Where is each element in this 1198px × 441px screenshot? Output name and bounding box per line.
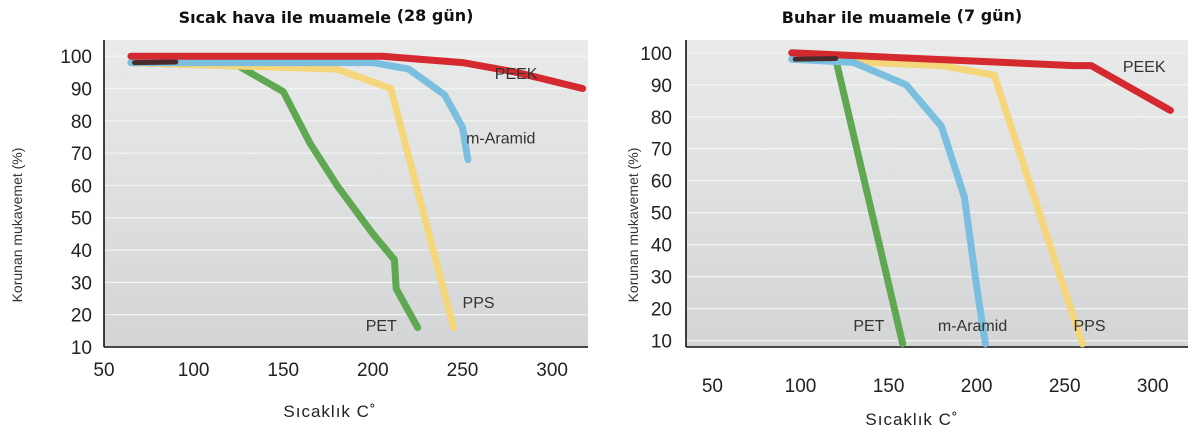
hot-air-x-tick-50: 50 [93,360,114,381]
steam-series-label-pet: PET [853,318,884,335]
steam-x-tick-200: 200 [961,376,993,397]
hot-air-series-label-m-aramid: m-Aramid [466,130,535,147]
chart-steam: 10 20 30 40 50 60 70 80 90 100 50 100 150 200 250 300 PE… [600,0,1198,441]
steam-y-tick-20: 20 [651,300,672,321]
hot-air-y-axis-label: Korunan mukavemet (%) [9,148,25,303]
steam-y-tick-70: 70 [651,140,672,161]
hot-air-series-pet [127,59,422,332]
steam-chart-title-suffix: (7 gün) [957,6,1023,25]
hot-air-y-tick-80: 80 [71,112,92,133]
hot-air-x-tick-250: 250 [447,360,479,381]
steam-y-tick-100: 100 [640,44,672,65]
hot-air-series-m-aramid [127,59,472,164]
hot-air-series-peek [127,52,587,92]
hot-air-series-label-peek: PEEK [495,66,538,83]
steam-y-tick-30: 30 [651,268,672,289]
hot-air-x-tick-300: 300 [536,360,568,381]
hot-air-y-tick-100: 100 [60,47,92,68]
steam-x-tick-300: 300 [1137,376,1169,397]
steam-series-label-peek: PEEK [1123,59,1166,76]
hot-air-chart-title-suffix: (28 gün) [397,6,474,25]
steam-y-tick-10: 10 [651,332,672,353]
hot-air-y-tick-30: 30 [71,273,92,294]
steam-x-tick-50: 50 [702,376,723,397]
hot-air-chart-title: Sıcak hava ile muamele (28 gün) [179,6,474,27]
steam-series-label-pps: PPS [1074,318,1106,335]
hot-air-y-tick-40: 40 [71,241,92,262]
steam-x-tick-150: 150 [873,376,905,397]
hot-air-y-tick-50: 50 [71,209,92,230]
steam-y-tick-40: 40 [651,236,672,257]
steam-x-axis-label: Sıcaklık C˚ [865,410,958,429]
steam-y-tick-60: 60 [651,172,672,193]
steam-y-tick-50: 50 [651,204,672,225]
steam-x-tick-250: 250 [1049,376,1081,397]
chart-hot-air-svg: 10 20 30 40 50 60 70 80 90 100 50 100 150 200 250 300 PE… [9,6,588,421]
hot-air-y-tick-10: 10 [71,338,92,359]
steam-series-label-m-aramid: m-Aramid [938,318,1007,335]
steam-plot-area [686,40,1188,347]
steam-series-m-aramid [788,55,989,348]
hot-air-series-label-pps: PPS [463,295,495,312]
hot-air-y-tick-90: 90 [71,79,92,100]
hot-air-x-axis-label: Sıcaklık C˚ [283,402,376,421]
hot-air-y-tick-60: 60 [71,176,92,197]
steam-series-origin-shadow [792,56,839,62]
steam-x-tick-100: 100 [785,376,817,397]
steam-y-axis-label: Korunan mukavemet (%) [625,148,641,303]
hot-air-series-label-pet: PET [366,318,397,335]
steam-chart-title-main: Buhar ile muamele [782,8,957,27]
steam-y-tick-80: 80 [651,108,672,129]
steam-series-peek [788,49,1174,114]
steam-series-pps [788,55,1086,348]
hot-air-x-tick-100: 100 [178,360,210,381]
steam-chart-title: Buhar ile muamele (7 gün) [782,6,1022,27]
hot-air-y-tick-70: 70 [71,144,92,165]
hot-air-x-tick-200: 200 [357,360,389,381]
hot-air-series-origin-shadow [131,59,179,66]
steam-y-tick-90: 90 [651,76,672,97]
hot-air-chart-title-main: Sıcak hava ile muamele [179,8,397,27]
hot-air-y-tick-20: 20 [71,306,92,327]
hot-air-x-tick-150: 150 [267,360,299,381]
chart-hot-air: 10 20 30 40 50 60 70 80 90 100 50 100 150 200 250 300 PE… [9,6,588,421]
chart-steam-svg: 10 20 30 40 50 60 70 80 90 100 50 100 150 200 250 300 PE… [625,6,1188,429]
